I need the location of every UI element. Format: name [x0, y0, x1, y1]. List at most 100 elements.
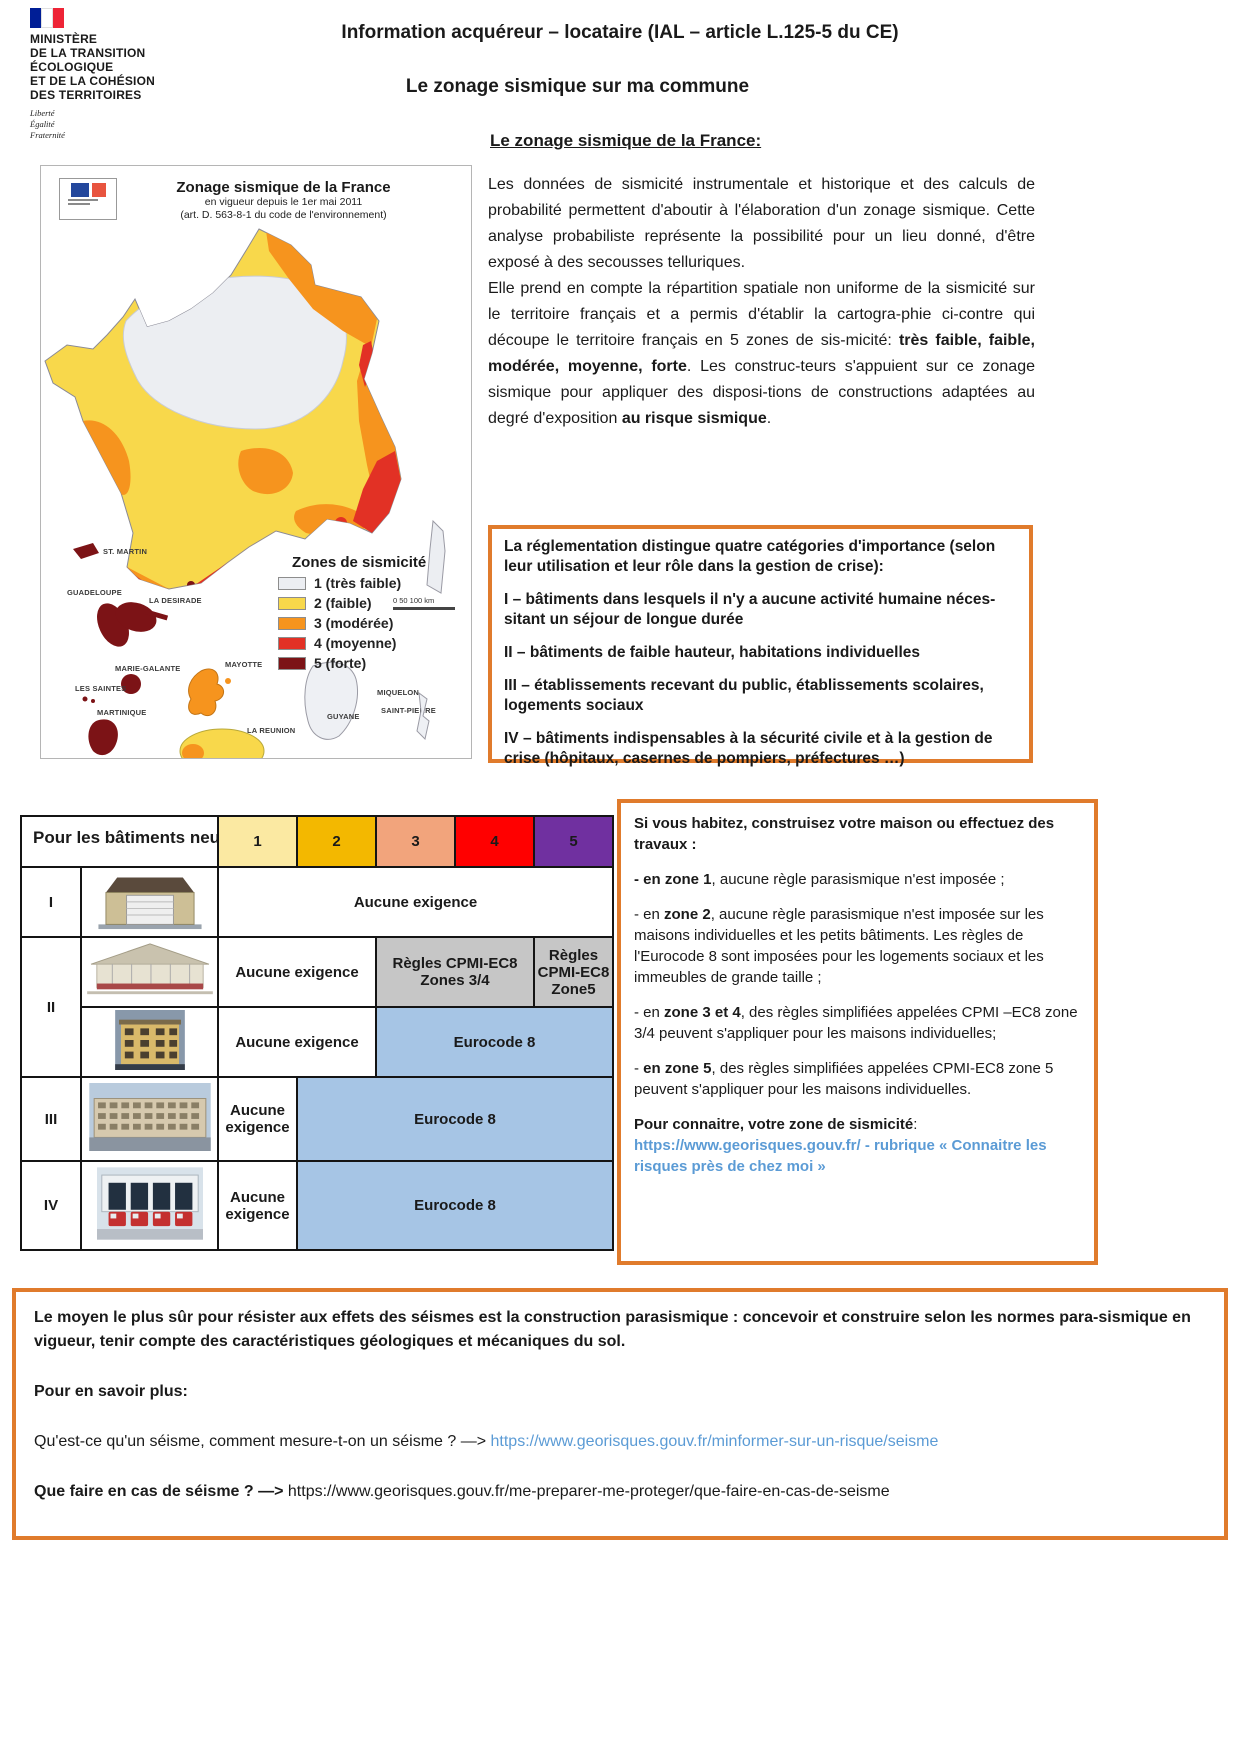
intro-paragraph-1: Les données de sismicité instrumentale e…	[488, 176, 1035, 271]
st-martin	[73, 543, 99, 559]
territory-label: MARTINIQUE	[97, 708, 147, 717]
legend-swatch	[278, 596, 306, 610]
row-roman-II: II	[20, 936, 82, 1078]
cell-IIb-aucune: Aucune exigence	[217, 1006, 378, 1078]
bottom-info-box: Le moyen le plus sûr pour résister aux e…	[12, 1288, 1228, 1540]
table-row: I Aucune exigence	[20, 866, 615, 938]
cell-IV-aucune: Aucune exigence	[217, 1160, 299, 1251]
ministry-name-line: MINISTÈRE	[30, 32, 98, 46]
category-item-3: III – établissements recevant du public,…	[504, 677, 984, 714]
legend-swatch	[278, 636, 306, 650]
categories-intro: La réglementation distingue quatre catég…	[504, 538, 996, 575]
buildings-rules-table: Pour les bâtiments neufs 1 2 3 4 5 I Auc…	[19, 815, 615, 1251]
legend-item: 5 (forte)	[278, 655, 468, 671]
category-item-4: IV – bâtiments indispensables à la sécur…	[504, 730, 993, 767]
legend-item: 2 (faible)	[278, 595, 468, 611]
zone-header-cell-3: 3	[375, 815, 457, 868]
advice-bullet-zone5: - en zone 5, des règles simplifiées appe…	[634, 1060, 1054, 1098]
question-1: Qu'est-ce qu'un séisme, comment mesure-t…	[34, 1433, 939, 1450]
row-roman-IV: IV	[20, 1160, 82, 1251]
cell-I-aucune: Aucune exigence	[217, 866, 615, 938]
cell-IIa-cpmi5: Règles CPMI-EC8 Zone5	[533, 936, 615, 1008]
scale-bar	[393, 607, 455, 610]
table-row: IV Aucune exigence	[20, 1160, 615, 1251]
parasismic-statement: Le moyen le plus sûr pour résister aux e…	[34, 1309, 1191, 1350]
firestation-photo	[79, 1160, 220, 1251]
category-item-1: I – bâtiments dans lesquels il n'y a auc…	[504, 591, 996, 628]
garage-photo	[79, 866, 220, 938]
apartment-photo	[79, 1006, 220, 1078]
republique-francaise-logo	[59, 178, 117, 220]
learn-more-heading: Pour en savoir plus:	[34, 1383, 188, 1400]
map-title-block: Zonage sismique de la France en vigueur …	[111, 179, 456, 222]
table-row: Aucune exigence Eurocode 8	[21, 1006, 615, 1078]
georisques-link[interactable]: https://www.georisques.gouv.fr/ - rubriq…	[634, 1137, 1047, 1175]
guyane	[304, 661, 358, 740]
map-title: Zonage sismique de la France	[176, 179, 391, 196]
cell-IIa-cpmi34: Règles CPMI-EC8 Zones 3/4	[375, 936, 536, 1008]
territory-label: ST. MARTIN	[103, 547, 147, 556]
question-2: Que faire en cas de séisme ? —> https://…	[34, 1483, 890, 1500]
table-caption: Pour les bâtiments neufs	[33, 827, 219, 847]
map-legend: Zones de sismicité 1 (très faible) 2 (fa…	[278, 554, 468, 671]
seismic-map-card: Zonage sismique de la France en vigueur …	[40, 165, 472, 759]
zone-header-row: Pour les bâtiments neufs 1 2 3 4 5	[19, 815, 615, 868]
territory-label: MARIE-GALANTE	[115, 664, 181, 673]
mayotte	[188, 668, 224, 717]
advice-bullet-zone2: - en zone 2, aucune règle parasismique n…	[634, 906, 1044, 986]
territory-label: GUADELOUPE	[67, 588, 122, 597]
map-subtitle-1: en vigueur depuis le 1er mai 2011	[204, 196, 363, 208]
territory-label: LA DESIRADE	[149, 596, 202, 605]
legend-item: 4 (moyenne)	[278, 635, 468, 651]
ministry-name-line: DE LA TRANSITION	[30, 46, 146, 60]
territory-label: LES SAINTES	[75, 684, 126, 693]
advice-bullet-zone1: - en zone 1, aucune règle parasismique n…	[634, 871, 1005, 888]
ministry-logo: MINISTÈRE DE LA TRANSITION ÉCOLOGIQUE ET…	[30, 8, 240, 141]
ministry-name-line: DES TERRITOIRES	[30, 88, 142, 102]
advice-footer: Pour connaitre, votre zone de sismicité:…	[634, 1116, 1047, 1175]
territory-label: LA REUNION	[247, 726, 295, 735]
category-item-2: II – bâtiments de faible hauteur, habita…	[504, 644, 921, 661]
zone-header-cell-4: 4	[454, 815, 536, 868]
ministry-name-line: ET DE LA COHÉSION	[30, 74, 155, 88]
motto: Liberté Égalité Fraternité	[30, 108, 65, 140]
row-roman-I: I	[20, 866, 82, 938]
saint-pierre-miquelon	[416, 691, 430, 740]
legend-swatch	[278, 656, 306, 670]
zone3-region	[266, 231, 377, 347]
table-row: III Aucune exigence Eurocode 8	[20, 1076, 615, 1162]
legend-title: Zones de sismicité	[292, 554, 427, 571]
zone4-region	[359, 341, 375, 387]
cell-III-aucune: Aucune exigence	[217, 1076, 299, 1162]
page-title: Information acquéreur – locataire (IAL –…	[341, 22, 899, 43]
map-scale-label: 0 50 100 km	[393, 596, 434, 605]
france-seismic-map: 0 50 100 km ST. MARTIN GUADELOUPE LA DES…	[44, 228, 455, 758]
zone-header-cell-5: 5	[533, 815, 615, 868]
cell-IIa-aucune: Aucune exigence	[217, 936, 378, 1008]
row-roman-III: III	[20, 1076, 82, 1162]
advice-heading: Si vous habitez, construisez votre maiso…	[634, 815, 1055, 853]
territory-label: MIQUELON	[377, 688, 419, 697]
les-saintes	[82, 696, 88, 702]
cell-IV-eurocode: Eurocode 8	[296, 1160, 615, 1251]
territory-label: SAINT-PIERRE	[381, 706, 436, 715]
intro-paragraph-2: Elle prend en compte la répartition spat…	[488, 280, 1035, 427]
territory-label: GUYANE	[327, 712, 360, 721]
seisme-info-link[interactable]: https://www.georisques.gouv.fr/minformer…	[490, 1433, 939, 1450]
marie-galante	[121, 674, 141, 694]
highrise-photo	[79, 1076, 220, 1162]
french-flag-icon	[30, 8, 65, 28]
martinique	[88, 719, 118, 756]
cell-IIb-eurocode: Eurocode 8	[375, 1006, 615, 1078]
legend-swatch	[278, 576, 306, 590]
categories-box: La réglementation distingue quatre catég…	[488, 525, 1033, 767]
table-row: II Aucune exigence Règles CPMI-EC8 Zones…	[20, 936, 615, 1078]
zone-header-cell-2: 2	[296, 815, 378, 868]
intro-heading: Le zonage sismique de la France:	[490, 131, 762, 150]
question-2-url: https://www.georisques.gouv.fr/me-prepar…	[283, 1483, 890, 1500]
page-subtitle: Le zonage sismique sur ma commune	[405, 76, 750, 97]
advice-box: Si vous habitez, construisez votre maiso…	[617, 799, 1098, 1265]
house-photo	[79, 936, 220, 1008]
corsica	[426, 519, 446, 594]
